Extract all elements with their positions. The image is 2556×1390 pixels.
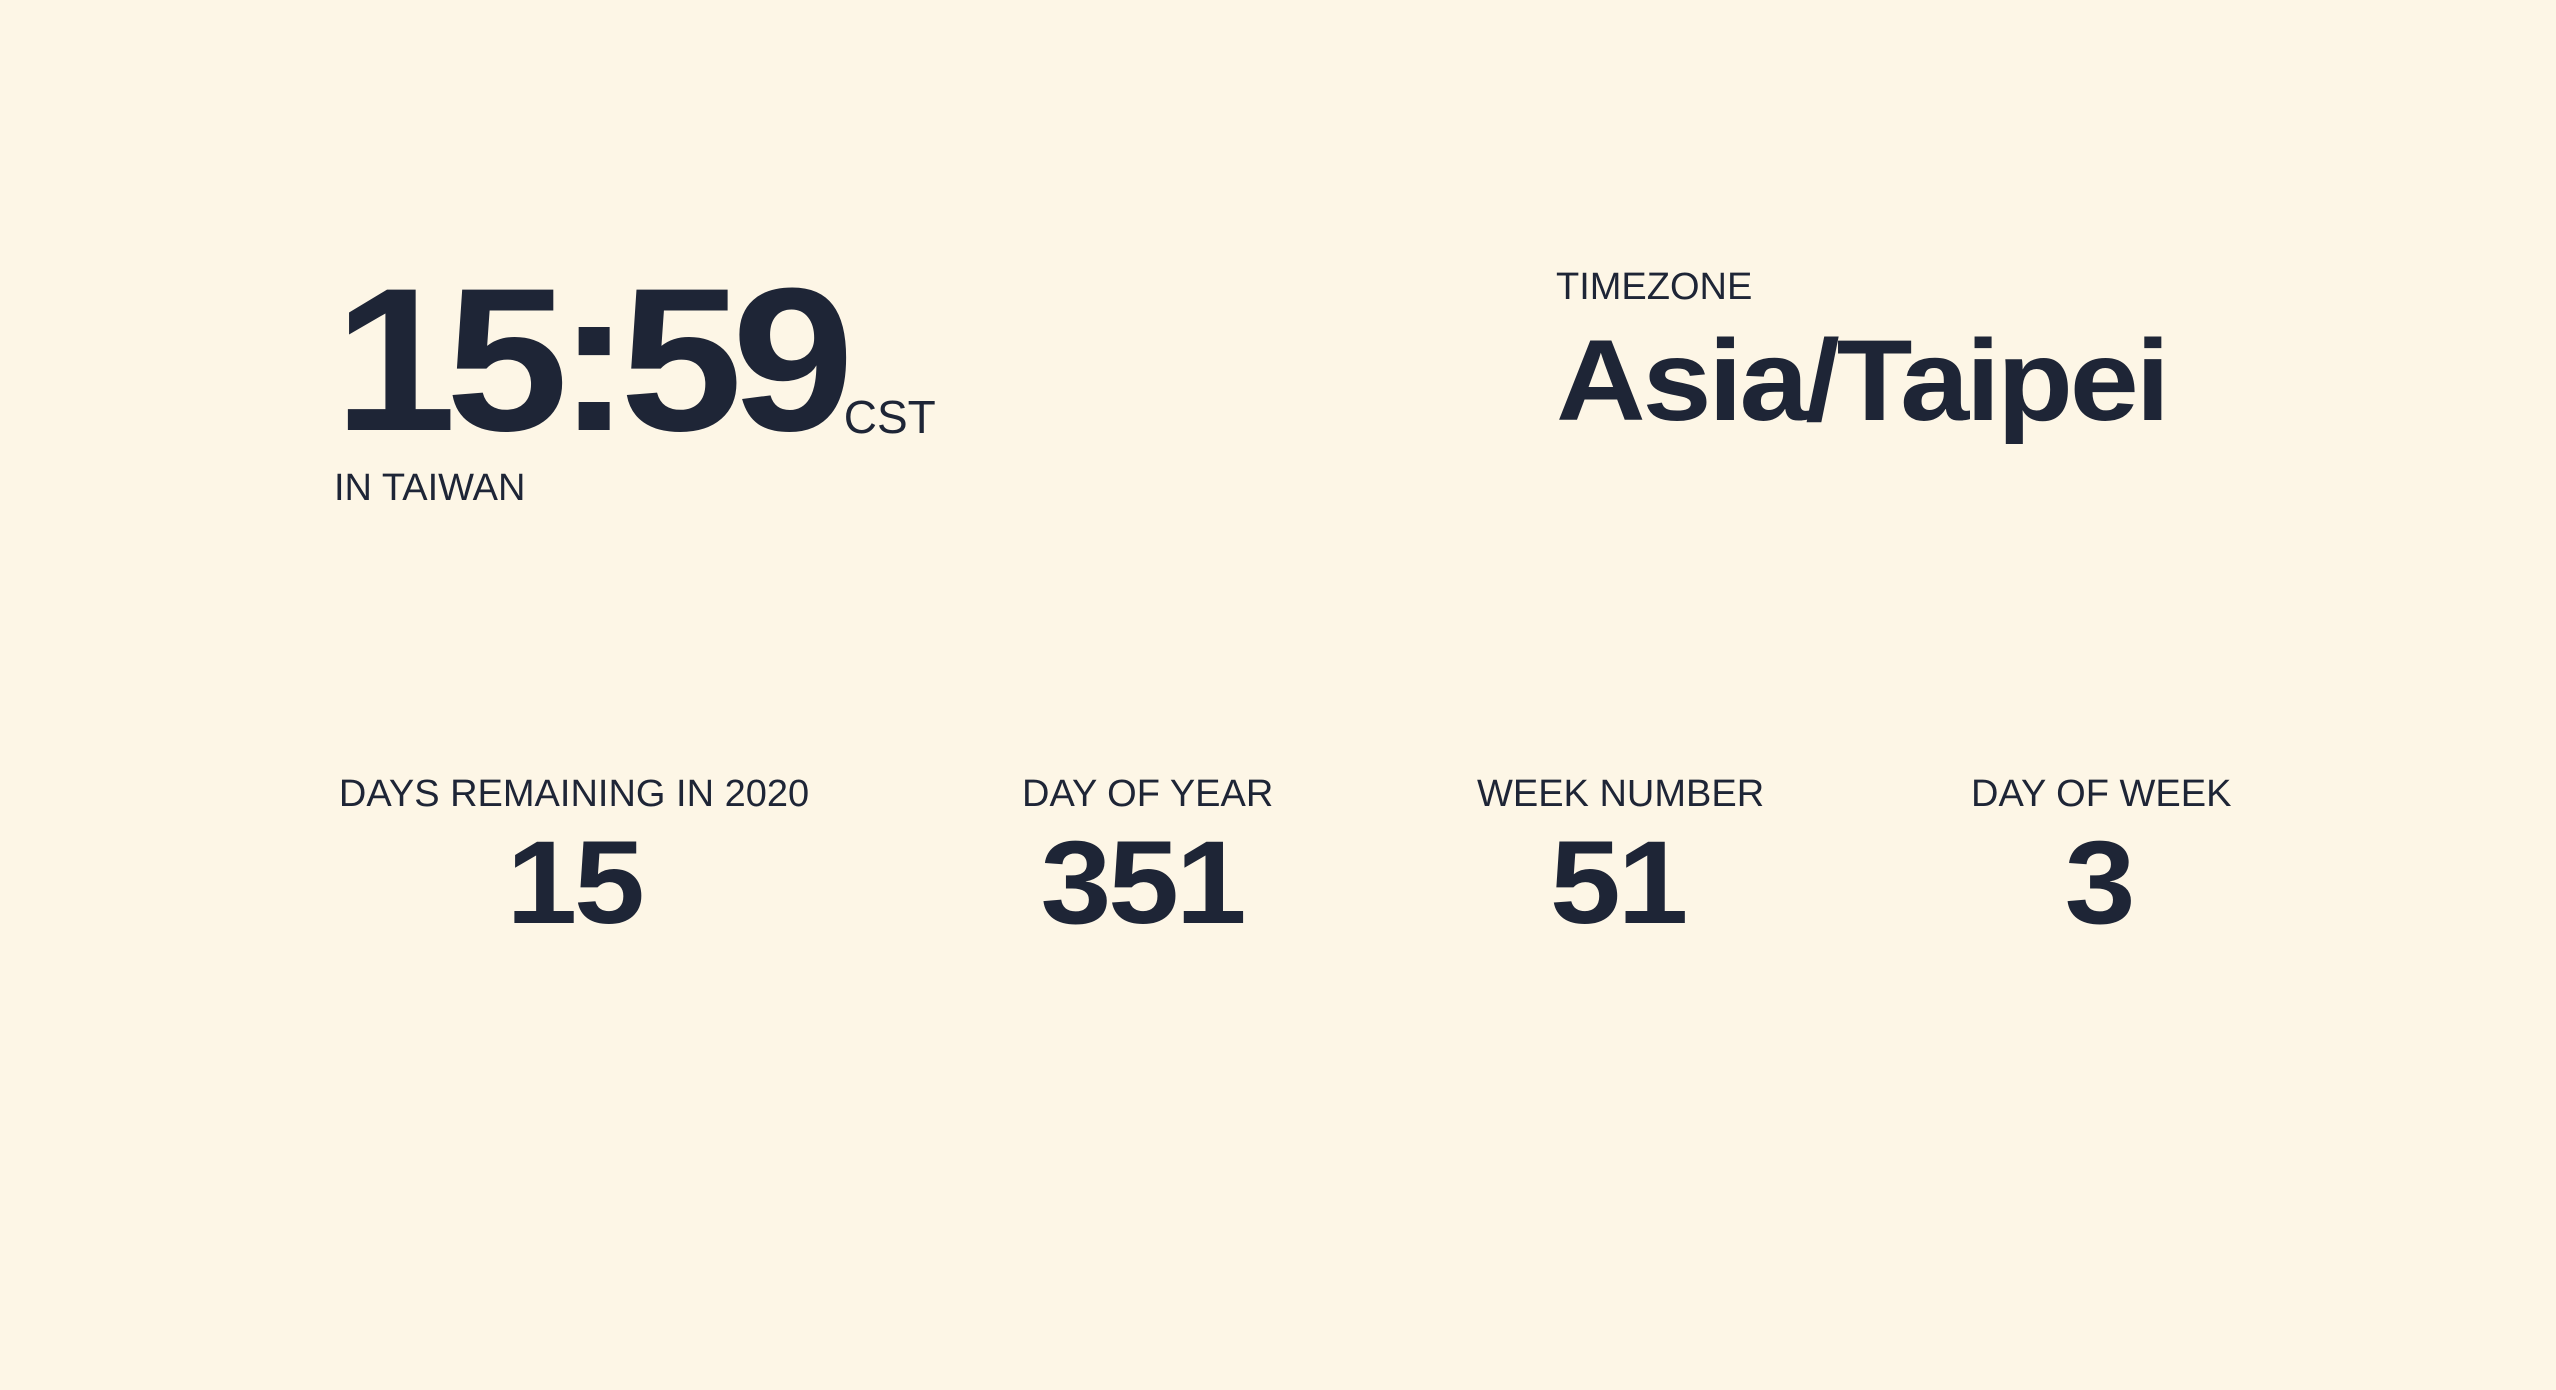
day-of-year-label: DAY OF YEAR	[1022, 773, 1274, 815]
location-label: IN TAIWAN	[334, 467, 526, 509]
days-remaining-value: 15	[506, 817, 645, 949]
date-statistics: DAYS REMAINING IN 2020 15 DAY OF YEAR 35…	[0, 775, 2556, 955]
timezone-value: Asia/Taipei	[1556, 317, 2170, 445]
week-number-stat: WEEK NUMBER 51	[1477, 773, 1765, 942]
day-of-week-value: 3	[2064, 817, 2136, 949]
current-time-panel: 15:59 CST IN TAIWAN	[334, 245, 1094, 520]
day-of-year-value: 351	[1040, 817, 1247, 949]
current-time: 15:59	[334, 245, 854, 474]
timezone-panel: TIMEZONE Asia/Taipei	[1556, 268, 2256, 443]
days-remaining-stat: DAYS REMAINING IN 2020 15	[336, 773, 812, 942]
days-remaining-label: DAYS REMAINING IN 2020	[338, 773, 810, 815]
current-time-row: 15:59 CST	[334, 245, 1094, 474]
day-of-week-label: DAY OF WEEK	[1971, 773, 2232, 815]
timezone-label: TIMEZONE	[1556, 266, 1753, 308]
day-of-week-stat: DAY OF WEEK 3	[1971, 773, 2232, 942]
timezone-abbreviation: CST	[843, 391, 936, 443]
week-number-label: WEEK NUMBER	[1477, 773, 1765, 815]
week-number-value: 51	[1549, 817, 1689, 949]
day-of-year-stat: DAY OF YEAR 351	[1022, 773, 1274, 942]
